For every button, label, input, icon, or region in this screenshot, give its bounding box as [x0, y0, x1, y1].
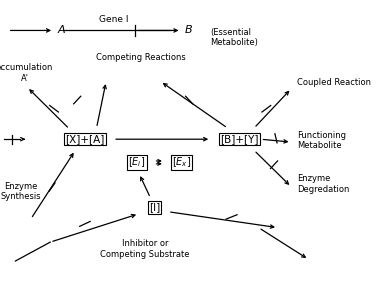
- Text: [I]: [I]: [149, 202, 160, 212]
- Text: Inhibitor or
Competing Substrate: Inhibitor or Competing Substrate: [100, 239, 190, 259]
- Text: Gene I: Gene I: [99, 15, 129, 24]
- Text: Competing Reactions: Competing Reactions: [96, 53, 186, 62]
- Text: Coupled Reaction: Coupled Reaction: [297, 78, 371, 87]
- Text: $[E_i]$: $[E_i]$: [129, 155, 146, 169]
- Text: [X]+[A]: [X]+[A]: [65, 134, 105, 144]
- Text: A: A: [57, 26, 65, 35]
- Text: [B]+[Y]: [B]+[Y]: [220, 134, 259, 144]
- Text: B: B: [185, 26, 192, 35]
- Text: (Essential
Metabolite): (Essential Metabolite): [210, 28, 258, 47]
- Text: Enzyme
Degredation: Enzyme Degredation: [297, 175, 350, 194]
- Text: Functioning
Metabolite: Functioning Metabolite: [297, 131, 346, 150]
- Text: $[E_x]$: $[E_x]$: [172, 155, 191, 169]
- Text: Accumulation
A': Accumulation A': [0, 63, 54, 83]
- Text: Enzyme
Synthesis: Enzyme Synthesis: [1, 182, 42, 201]
